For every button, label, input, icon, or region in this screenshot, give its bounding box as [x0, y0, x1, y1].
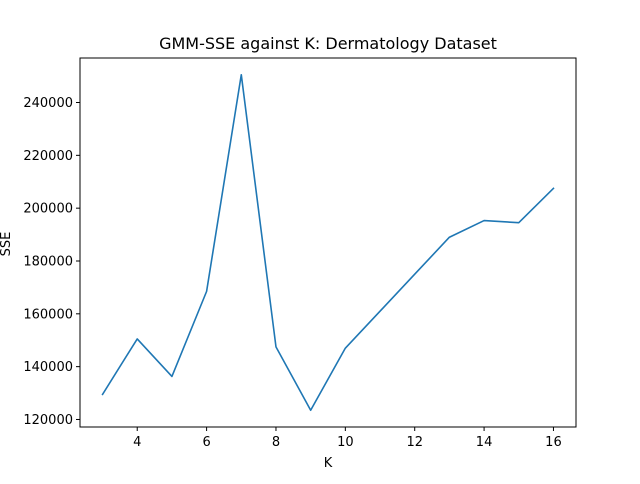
data-point: [275, 346, 277, 348]
y-tick-label: 160000: [23, 307, 73, 322]
data-point: [553, 188, 555, 190]
y-tick-label: 120000: [23, 413, 73, 428]
y-axis-label: SSE: [0, 232, 14, 257]
data-point: [310, 409, 312, 411]
data-point: [136, 338, 138, 340]
data-point: [206, 291, 208, 293]
x-tick-label: 16: [545, 435, 562, 450]
y-tick-label: 240000: [23, 96, 73, 111]
data-point: [102, 394, 104, 396]
plot-frame: [79, 57, 577, 428]
series-line: [101, 73, 555, 412]
y-tick-label: 180000: [23, 254, 73, 269]
y-tick-label: 220000: [23, 149, 73, 164]
x-tick-label: 10: [337, 435, 354, 450]
x-axis-label: K: [324, 456, 333, 471]
x-tick-label: 6: [202, 435, 210, 450]
x-tick-label: 8: [272, 435, 280, 450]
x-tick-label: 4: [133, 435, 141, 450]
data-point: [379, 310, 381, 312]
data-point: [171, 376, 173, 378]
data-point: [240, 74, 242, 76]
data-point: [518, 222, 520, 224]
data-point: [414, 273, 416, 275]
data-point: [483, 220, 485, 222]
data-point: [345, 347, 347, 349]
x-tick-label: 14: [476, 435, 493, 450]
x-tick-label: 12: [406, 435, 423, 450]
y-tick-label: 200000: [23, 202, 73, 217]
y-tick-label: 140000: [23, 360, 73, 375]
plot-area: 4 6 8 10 12 14 16 120000 140000 160000 180000 20000…: [23, 57, 577, 450]
data-point: [449, 236, 451, 238]
chart-title: GMM-SSE against K: Dermatology Dataset: [159, 34, 497, 53]
